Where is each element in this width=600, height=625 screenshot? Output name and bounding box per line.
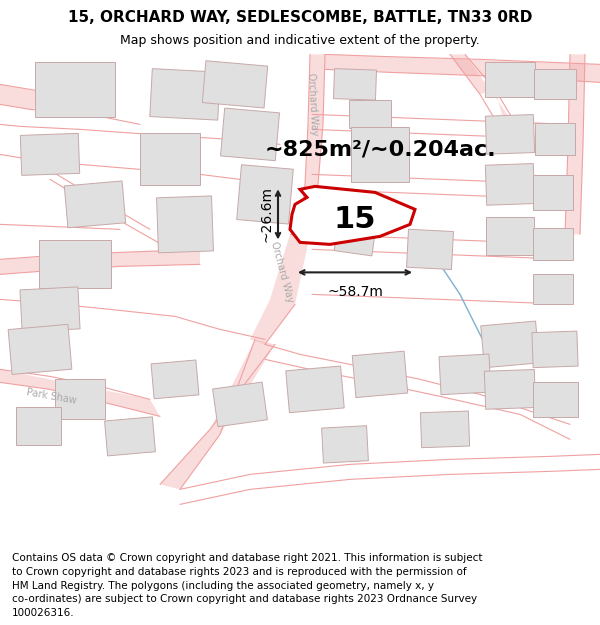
Polygon shape bbox=[334, 69, 377, 100]
Polygon shape bbox=[0, 249, 200, 274]
Polygon shape bbox=[533, 274, 573, 304]
Polygon shape bbox=[39, 241, 111, 288]
Polygon shape bbox=[140, 133, 200, 186]
Polygon shape bbox=[64, 181, 126, 228]
Polygon shape bbox=[421, 411, 470, 447]
Polygon shape bbox=[290, 186, 415, 244]
Polygon shape bbox=[481, 321, 539, 368]
Polygon shape bbox=[104, 417, 155, 456]
Polygon shape bbox=[349, 101, 391, 128]
Polygon shape bbox=[151, 360, 199, 399]
Polygon shape bbox=[212, 382, 268, 427]
Polygon shape bbox=[286, 366, 344, 413]
Polygon shape bbox=[150, 69, 220, 120]
Polygon shape bbox=[534, 69, 576, 99]
Polygon shape bbox=[237, 165, 293, 224]
Text: ~58.7m: ~58.7m bbox=[327, 286, 383, 299]
Text: ~825m²/~0.204ac.: ~825m²/~0.204ac. bbox=[264, 139, 496, 159]
Polygon shape bbox=[407, 229, 454, 269]
Polygon shape bbox=[485, 164, 535, 205]
Polygon shape bbox=[20, 133, 80, 176]
Polygon shape bbox=[351, 127, 409, 182]
Polygon shape bbox=[20, 287, 80, 332]
Polygon shape bbox=[0, 369, 160, 416]
Text: ~26.6m: ~26.6m bbox=[259, 186, 273, 242]
Polygon shape bbox=[55, 379, 105, 419]
Text: Orchard Way: Orchard Way bbox=[269, 241, 295, 304]
Polygon shape bbox=[533, 228, 573, 261]
Polygon shape bbox=[485, 62, 535, 97]
Polygon shape bbox=[160, 339, 275, 489]
Polygon shape bbox=[535, 123, 575, 156]
Polygon shape bbox=[157, 196, 214, 253]
Text: Park Shaw: Park Shaw bbox=[26, 387, 78, 406]
Polygon shape bbox=[533, 175, 573, 210]
Text: 15, ORCHARD WAY, SEDLESCOMBE, BATTLE, TN33 0RD: 15, ORCHARD WAY, SEDLESCOMBE, BATTLE, TN… bbox=[68, 11, 532, 26]
Polygon shape bbox=[16, 408, 61, 446]
Polygon shape bbox=[322, 426, 368, 463]
Polygon shape bbox=[334, 223, 376, 256]
Polygon shape bbox=[325, 54, 600, 82]
Polygon shape bbox=[450, 54, 525, 144]
Polygon shape bbox=[250, 234, 310, 344]
Polygon shape bbox=[533, 382, 577, 417]
Polygon shape bbox=[35, 62, 115, 117]
Polygon shape bbox=[0, 84, 80, 109]
Polygon shape bbox=[565, 54, 585, 234]
Polygon shape bbox=[352, 351, 408, 398]
Polygon shape bbox=[439, 354, 491, 394]
Polygon shape bbox=[485, 114, 535, 154]
Polygon shape bbox=[532, 331, 578, 367]
Text: Map shows position and indicative extent of the property.: Map shows position and indicative extent… bbox=[120, 34, 480, 48]
Polygon shape bbox=[8, 324, 72, 374]
Text: 15: 15 bbox=[334, 205, 376, 234]
Polygon shape bbox=[221, 108, 280, 161]
Text: Contains OS data © Crown copyright and database right 2021. This information is : Contains OS data © Crown copyright and d… bbox=[12, 554, 482, 618]
Polygon shape bbox=[202, 61, 268, 108]
Polygon shape bbox=[486, 217, 534, 256]
Polygon shape bbox=[300, 54, 325, 234]
Text: Orchard Way: Orchard Way bbox=[307, 72, 320, 136]
Polygon shape bbox=[484, 369, 536, 409]
